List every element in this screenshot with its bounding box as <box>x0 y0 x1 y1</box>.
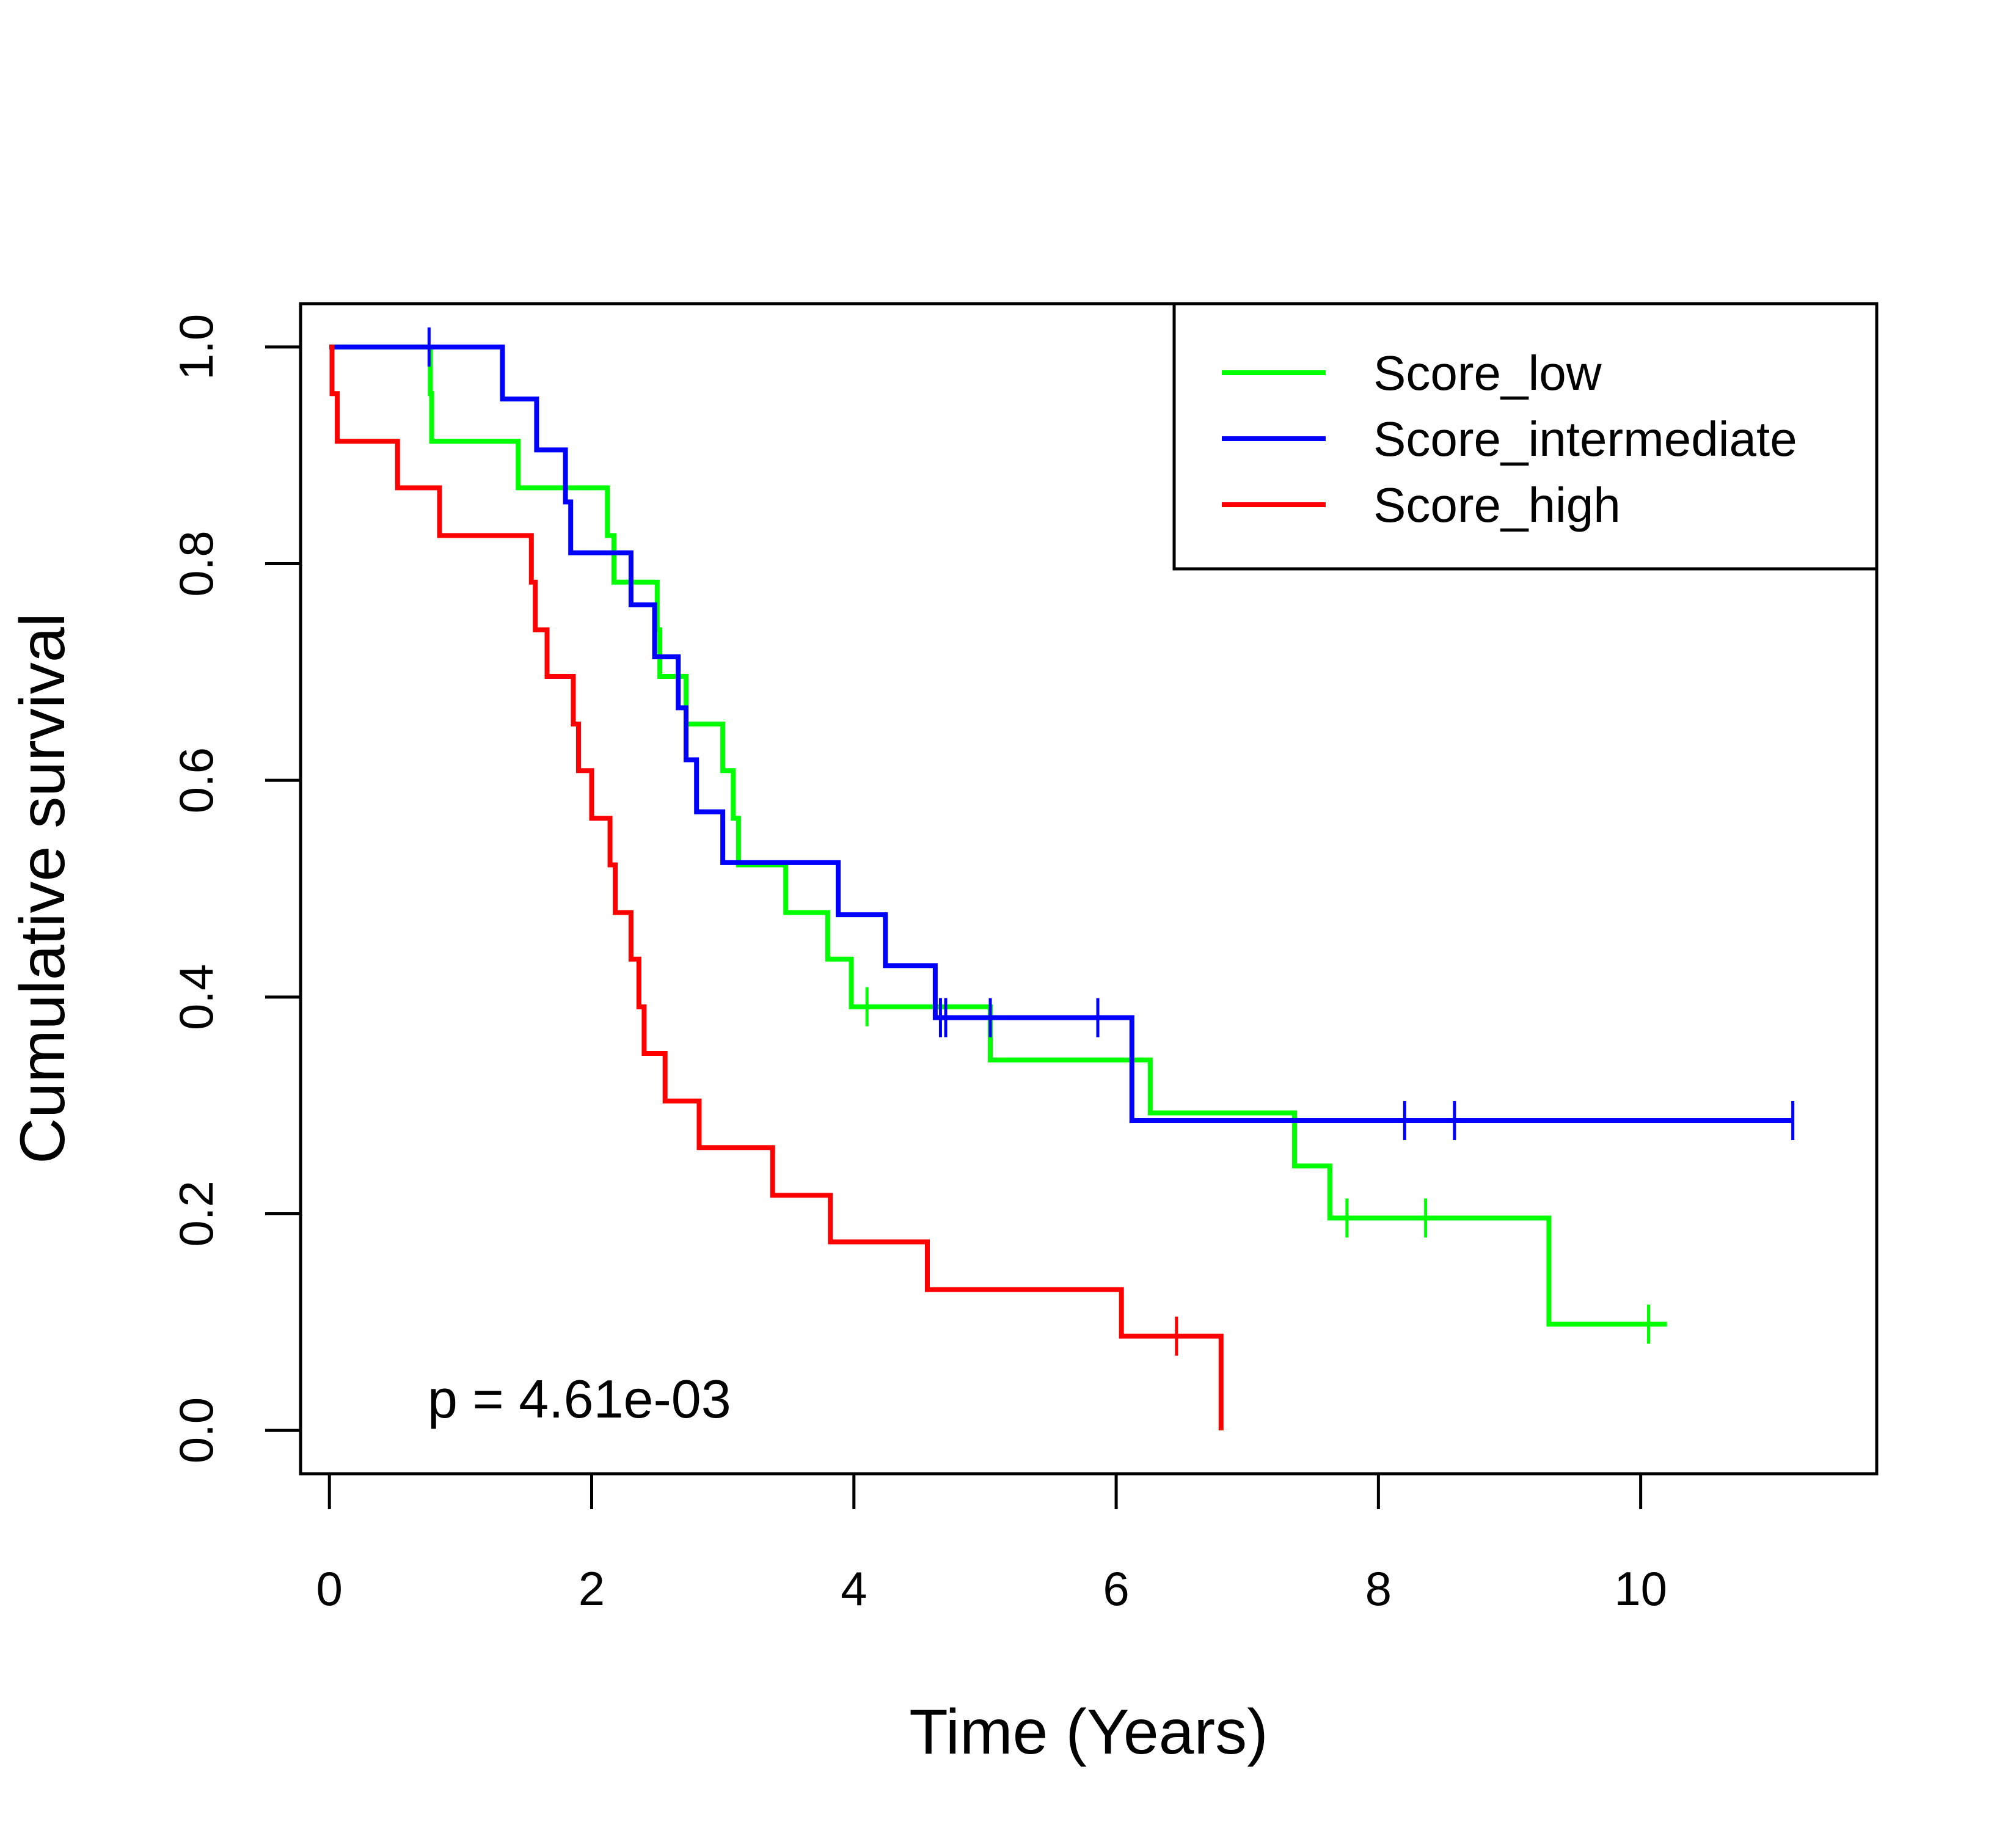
x-axis: 0 2 4 6 8 10 <box>316 1472 1667 1615</box>
y-tick-label: 0.8 <box>169 530 223 596</box>
survival-curve-Score_intermediate <box>329 344 1793 1123</box>
series-layer <box>329 327 1795 1431</box>
x-axis-title: Time (Years) <box>909 1697 1268 1768</box>
x-tick-label: 6 <box>1103 1562 1129 1615</box>
x-tick-label: 0 <box>316 1562 343 1615</box>
y-tick-label: 0.2 <box>169 1180 223 1246</box>
x-tick-label: 10 <box>1614 1562 1667 1615</box>
legend: Score_low Score_intermediate Score_high <box>1172 302 1879 571</box>
legend-label: Score_high <box>1373 478 1621 532</box>
x-tick-label: 2 <box>579 1562 605 1615</box>
y-tick-label: 1.0 <box>169 314 223 380</box>
y-tick-label: 0.6 <box>169 747 223 813</box>
x-tick-label: 4 <box>841 1562 867 1615</box>
legend-label: Score_intermediate <box>1373 412 1797 466</box>
x-tick-label: 8 <box>1365 1562 1392 1615</box>
y-tick-label: 0.0 <box>169 1397 223 1463</box>
y-axis: 0.0 0.2 0.4 0.6 0.8 1.0 <box>169 314 302 1463</box>
survival-curve-Score_low <box>329 344 1667 1327</box>
survival-curve-Score_high <box>329 344 1224 1431</box>
legend-label: Score_low <box>1373 346 1602 400</box>
y-axis-title: Cumulative survival <box>7 613 78 1164</box>
y-tick-label: 0.4 <box>169 964 223 1030</box>
p-value-annotation: p = 4.61e-03 <box>428 1369 731 1429</box>
